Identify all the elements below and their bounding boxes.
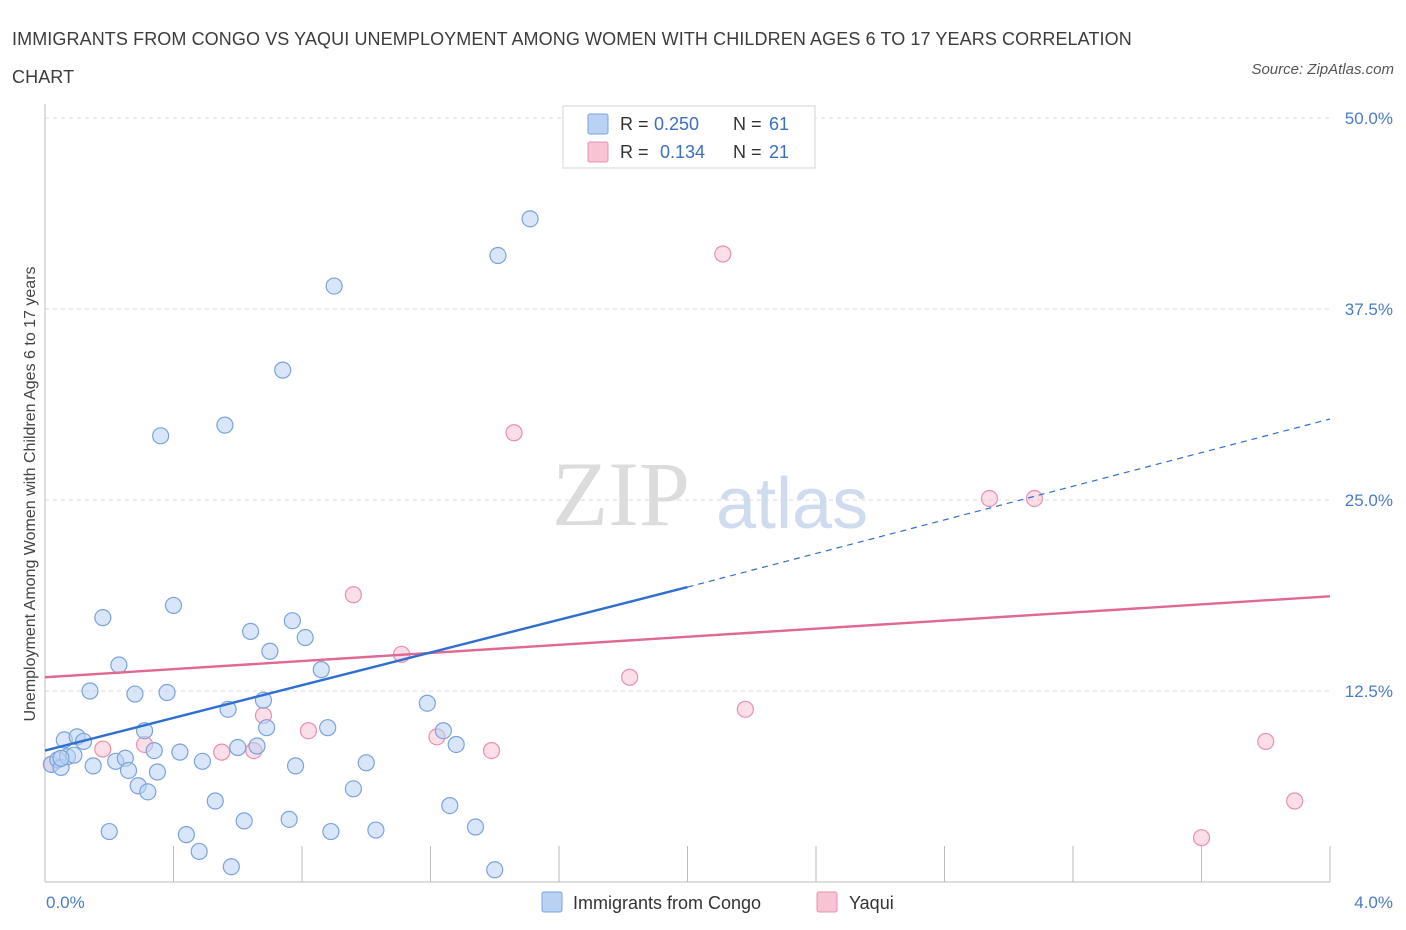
yaqui-point (736, 700, 754, 718)
congo-point (486, 861, 504, 879)
stats-legend-swatch-yaqui (587, 141, 609, 163)
congo-point (319, 719, 337, 737)
legend-swatch-yaqui (816, 891, 838, 913)
congo-point (158, 683, 176, 702)
congo-point (152, 427, 170, 445)
congo-point (258, 719, 276, 737)
yaqui-point (94, 740, 112, 758)
congo-point (81, 682, 99, 700)
congo-point (521, 210, 539, 228)
legend-swatch-congo (541, 891, 563, 913)
stats-n-value-congo: 61 (769, 114, 789, 134)
yaqui-point (482, 741, 501, 760)
congo-point (110, 656, 128, 674)
congo-point (280, 810, 298, 828)
congo-point (145, 741, 163, 760)
congo-point (193, 752, 212, 770)
congo-point (312, 661, 330, 679)
congo-point (367, 821, 385, 839)
congo-point (94, 609, 112, 627)
yaqui-point (1025, 489, 1044, 508)
congo-point (434, 722, 452, 740)
congo-trend-extension (687, 418, 1331, 588)
congo-point (274, 361, 292, 379)
yaqui-point (505, 424, 523, 442)
congo-point (164, 596, 183, 615)
tick-labels: 0.0% 4.0% 12.5% 25.0% 37.5% 50.0% (46, 109, 1393, 912)
congo-point (229, 738, 247, 757)
y-tick-label: 12.5% (1345, 682, 1393, 701)
congo-point (148, 763, 167, 781)
x-tick-label-min: 0.0% (46, 893, 85, 912)
series-legend: Immigrants from Congo Yaqui (541, 891, 894, 913)
yaqui-point (213, 743, 231, 761)
congo-point (84, 757, 102, 775)
yaqui-point (299, 722, 318, 740)
stats-n-label-yaqui: N = (733, 142, 762, 162)
yaqui-point (980, 489, 999, 508)
congo-point (441, 796, 459, 815)
stats-r-value-yaqui: 0.134 (660, 142, 705, 162)
yaqui-point (1257, 732, 1275, 751)
yaqui-point (1286, 792, 1304, 810)
source-credit: Source: ZipAtlas.com (1251, 61, 1394, 78)
x-tick-label-max: 4.0% (1354, 893, 1393, 912)
congo-point (126, 685, 144, 703)
congo-point (100, 822, 118, 841)
congo-point (466, 818, 485, 836)
legend-label-yaqui: Yaqui (849, 893, 894, 913)
congo-point (248, 737, 266, 755)
congo-point (235, 812, 253, 830)
stats-r-label-congo: R = (620, 114, 649, 134)
watermark-zip: ZIP (552, 443, 690, 545)
yaqui-point (344, 586, 362, 604)
y-tick-label: 37.5% (1345, 300, 1393, 319)
congo-point (357, 754, 375, 772)
congo-point (296, 628, 314, 647)
congo-trend-line (44, 585, 688, 752)
stats-n-label-congo: N = (733, 114, 762, 134)
congo-point (418, 694, 436, 712)
congo-point (322, 822, 340, 841)
congo-point (489, 246, 507, 265)
axes (44, 104, 1331, 883)
chart-title: IMMIGRANTS FROM CONGO VS YAQUI UNEMPLOYM… (12, 29, 1132, 87)
congo-point (52, 749, 70, 767)
congo-point (190, 842, 208, 861)
yaqui-point (1192, 829, 1211, 847)
congo-point (177, 826, 195, 844)
congo-point (171, 743, 189, 761)
yaqui-point (714, 245, 732, 263)
congo-point (325, 277, 343, 295)
stats-legend: R = 0.250 N = 61 R = 0.134 N = 21 (562, 105, 816, 169)
yaqui-point (621, 668, 639, 686)
congo-point (283, 612, 301, 630)
watermark-atlas: atlas (716, 464, 868, 544)
y-tick-label: 50.0% (1345, 109, 1393, 128)
congo-point (139, 783, 157, 801)
grid-lines (45, 117, 1330, 692)
congo-point (344, 780, 362, 798)
legend-label-congo: Immigrants from Congo (573, 893, 761, 913)
congo-point (286, 757, 305, 775)
congo-point (206, 792, 224, 810)
congo-point (447, 735, 465, 754)
yaqui-trend-line (44, 595, 1331, 679)
stats-n-value-yaqui: 21 (769, 142, 789, 162)
data-points (42, 109, 1304, 879)
watermark: ZIP atlas (552, 443, 868, 545)
congo-point (242, 622, 260, 641)
trend-lines (44, 418, 1331, 752)
stats-r-value-congo: 0.250 (654, 114, 699, 134)
congo-point (216, 416, 234, 434)
stats-legend-swatch-congo (587, 113, 609, 135)
congo-point (119, 761, 138, 780)
congo-point (222, 858, 240, 876)
stats-r-label-yaqui: R = (620, 142, 649, 162)
y-axis-label: Unemployment Among Women with Children A… (22, 266, 39, 721)
y-tick-label: 25.0% (1345, 491, 1393, 510)
congo-point (261, 642, 279, 660)
